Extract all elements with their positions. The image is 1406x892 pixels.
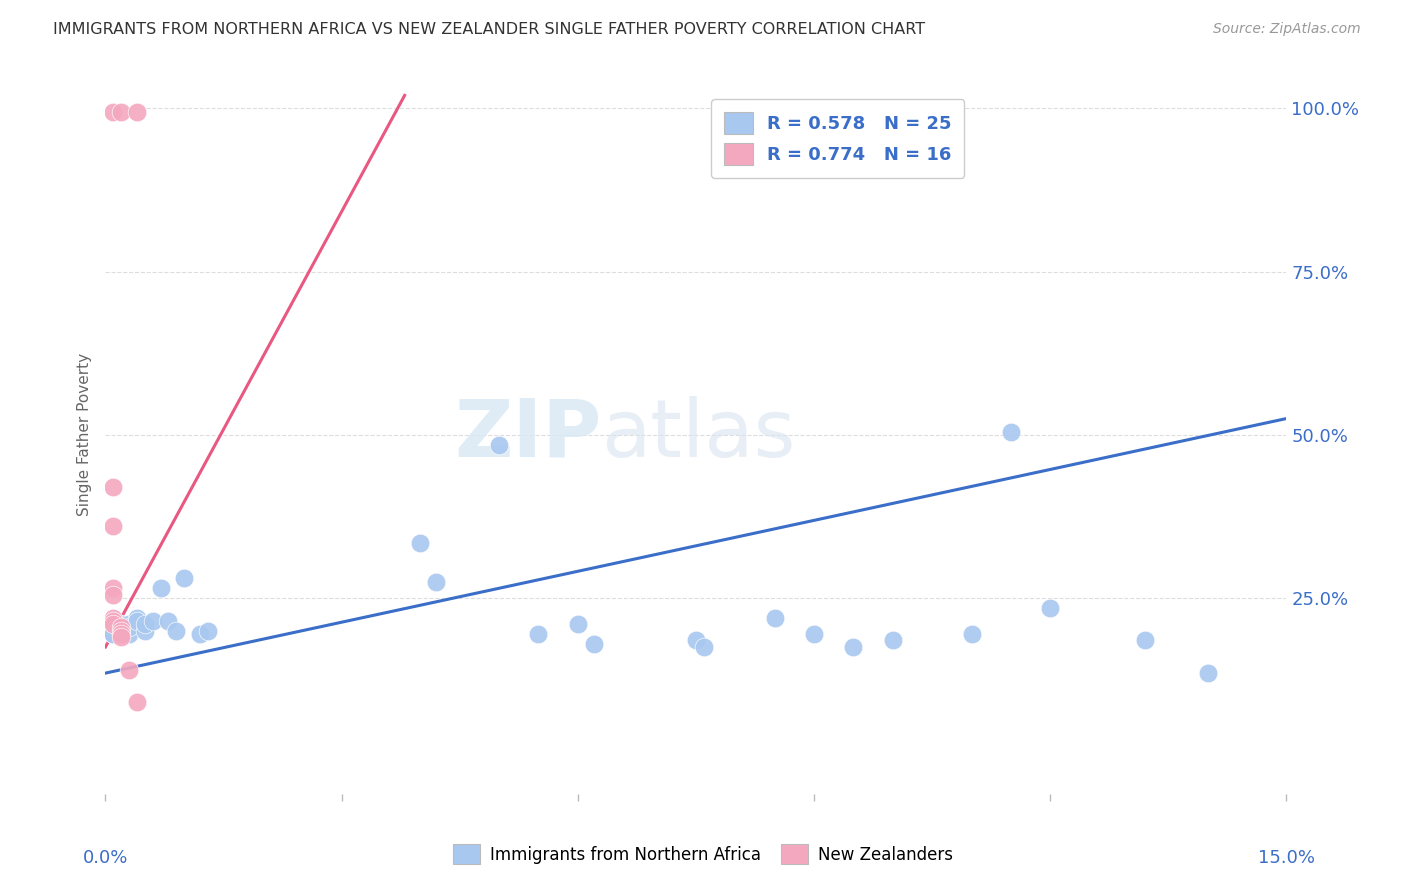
Point <box>125 614 148 628</box>
Point <box>103 627 125 641</box>
Point <box>693 640 716 654</box>
Point <box>1000 425 1022 439</box>
Point <box>488 437 510 451</box>
Point <box>110 620 132 634</box>
Legend: R = 0.578   N = 25, R = 0.774   N = 16: R = 0.578 N = 25, R = 0.774 N = 16 <box>711 99 965 178</box>
Point <box>882 633 904 648</box>
Point <box>763 610 786 624</box>
Text: Source: ZipAtlas.com: Source: ZipAtlas.com <box>1213 22 1361 37</box>
Point <box>173 571 195 585</box>
Point <box>582 637 605 651</box>
Point <box>125 104 148 119</box>
Text: IMMIGRANTS FROM NORTHERN AFRICA VS NEW ZEALANDER SINGLE FATHER POVERTY CORRELATI: IMMIGRANTS FROM NORTHERN AFRICA VS NEW Z… <box>53 22 925 37</box>
Point <box>103 581 125 595</box>
Point <box>425 574 447 589</box>
Text: 15.0%: 15.0% <box>1258 849 1315 867</box>
Point <box>118 617 141 632</box>
Point <box>842 640 865 654</box>
Point <box>134 624 156 638</box>
Point <box>103 104 125 119</box>
Point <box>1197 666 1219 681</box>
Point <box>110 620 132 634</box>
Point <box>103 617 125 632</box>
Point <box>118 663 141 677</box>
Point <box>110 627 132 641</box>
Point <box>103 610 125 624</box>
Point <box>103 620 125 634</box>
Point <box>197 624 219 638</box>
Point <box>125 696 148 710</box>
Point <box>567 617 589 632</box>
Point <box>409 535 432 549</box>
Point <box>1039 600 1062 615</box>
Legend: Immigrants from Northern Africa, New Zealanders: Immigrants from Northern Africa, New Zea… <box>447 838 959 871</box>
Point <box>103 627 125 641</box>
Point <box>188 627 211 641</box>
Point <box>157 614 180 628</box>
Point <box>110 630 132 644</box>
Point <box>103 614 125 628</box>
Text: 0.0%: 0.0% <box>83 849 128 867</box>
Point <box>103 614 125 628</box>
Text: atlas: atlas <box>602 396 796 474</box>
Point <box>685 633 707 648</box>
Point <box>134 617 156 632</box>
Point <box>125 610 148 624</box>
Text: ZIP: ZIP <box>454 396 602 474</box>
Point <box>527 627 550 641</box>
Point <box>118 620 141 634</box>
Point <box>110 617 132 632</box>
Point <box>103 480 125 494</box>
Point <box>960 627 983 641</box>
Point <box>142 614 165 628</box>
Point <box>103 588 125 602</box>
Y-axis label: Single Father Poverty: Single Father Poverty <box>77 353 93 516</box>
Point <box>110 624 132 638</box>
Point <box>110 627 132 641</box>
Point <box>103 519 125 533</box>
Point <box>1133 633 1156 648</box>
Point <box>118 627 141 641</box>
Point <box>165 624 187 638</box>
Point <box>110 104 132 119</box>
Point <box>803 627 825 641</box>
Point <box>149 581 172 595</box>
